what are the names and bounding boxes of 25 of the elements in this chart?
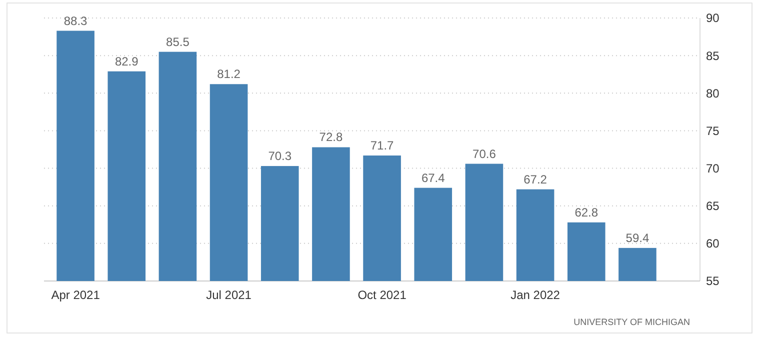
- y-tick-label: 90: [706, 11, 720, 26]
- data-label: 67.2: [524, 172, 548, 186]
- y-tick-label: 55: [706, 274, 720, 288]
- data-label: 88.3: [64, 14, 88, 28]
- data-label: 59.4: [626, 230, 650, 245]
- data-label: 62.8: [574, 205, 598, 220]
- data-label: 71.7: [370, 138, 394, 153]
- y-tick-label: 60: [706, 236, 720, 251]
- x-tick-label: Jan 2022: [510, 288, 560, 302]
- y-tick-label: 75: [706, 124, 720, 138]
- data-label: 70.6: [472, 146, 496, 161]
- y-tick-label: 85: [706, 48, 720, 63]
- data-label: 67.4: [421, 170, 446, 185]
- x-tick-label: Apr 2021: [51, 288, 100, 302]
- data-label: 72.8: [319, 130, 343, 144]
- data-label: 82.9: [114, 54, 139, 68]
- y-tick-label: 70: [706, 161, 720, 176]
- y-tick-label: 65: [706, 199, 720, 214]
- text: UNIVERSITY OF MICHIGAN: [574, 317, 690, 327]
- x-tick-label: Jul 2021: [206, 288, 252, 302]
- data-label: 85.5: [166, 34, 190, 49]
- y-tick-label: 80: [706, 86, 720, 100]
- data-label: 81.2: [217, 67, 241, 82]
- x-tick-label: Oct 2021: [358, 288, 407, 302]
- data-label: 70.3: [268, 149, 292, 164]
